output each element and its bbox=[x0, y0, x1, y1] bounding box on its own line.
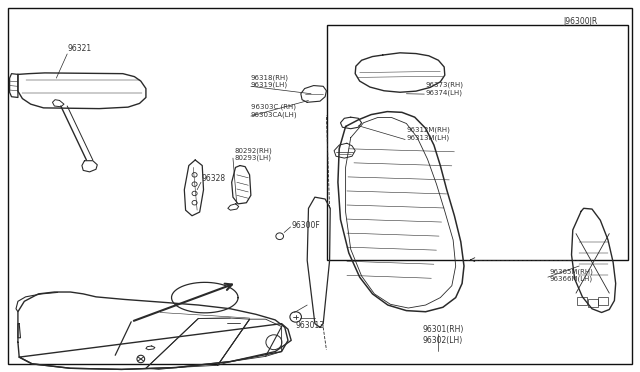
Text: 96300F: 96300F bbox=[291, 221, 320, 230]
Text: 96301(RH)
96302(LH): 96301(RH) 96302(LH) bbox=[422, 325, 464, 344]
Text: J96300JR: J96300JR bbox=[563, 17, 598, 26]
Text: 963013: 963013 bbox=[296, 321, 325, 330]
Text: 80292(RH)
80293(LH): 80292(RH) 80293(LH) bbox=[234, 147, 272, 161]
Text: 96318(RH)
96319(LH): 96318(RH) 96319(LH) bbox=[251, 74, 289, 88]
Text: 96312M(RH)
96313M(LH): 96312M(RH) 96313M(LH) bbox=[406, 127, 451, 141]
Bar bbox=[327, 25, 628, 260]
Bar bbox=[577, 296, 588, 305]
Text: 96328: 96328 bbox=[202, 174, 226, 183]
Text: 96373(RH)
96374(LH): 96373(RH) 96374(LH) bbox=[426, 81, 463, 96]
Text: 96365M(RH)
96366M(LH): 96365M(RH) 96366M(LH) bbox=[549, 268, 593, 282]
Text: 96303C (RH)
96303CA(LH): 96303C (RH) 96303CA(LH) bbox=[251, 104, 298, 118]
Bar bbox=[598, 296, 608, 305]
Bar bbox=[588, 299, 598, 307]
Text: 96321: 96321 bbox=[67, 44, 92, 53]
